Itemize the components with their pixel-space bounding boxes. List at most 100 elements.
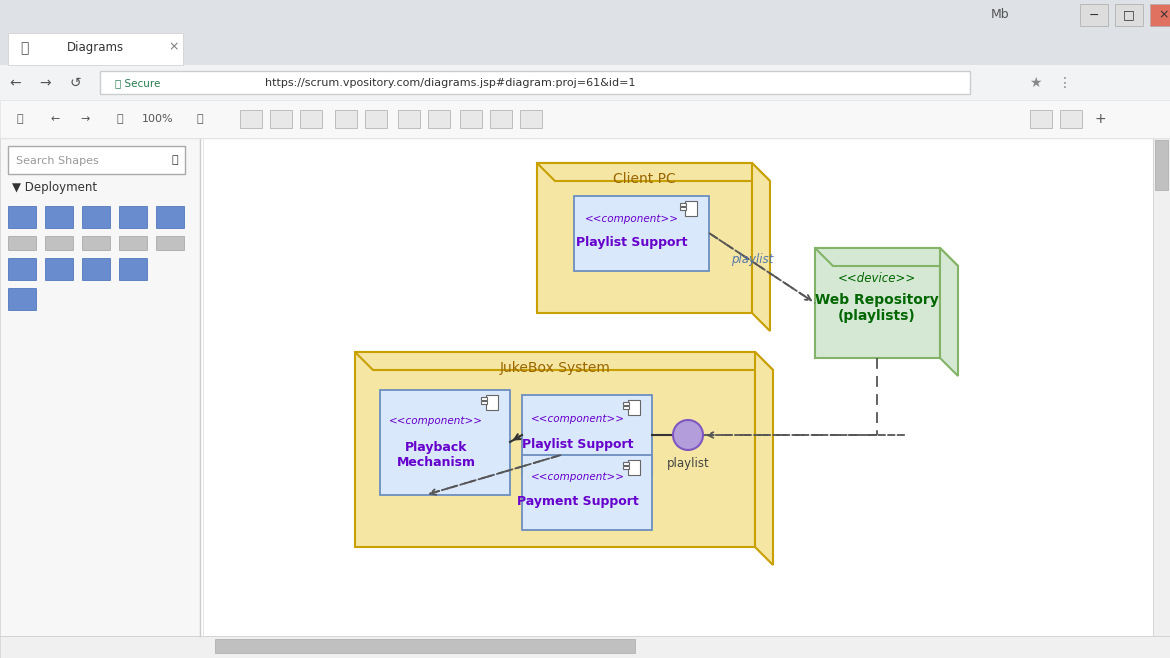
Text: 🔒 Secure: 🔒 Secure	[115, 78, 160, 88]
Bar	[522, 395, 652, 475]
Bar	[380, 390, 510, 495]
Text: 100%: 100%	[143, 114, 174, 124]
Polygon shape	[537, 163, 770, 181]
Bar	[0, 30, 1170, 65]
Polygon shape	[755, 352, 773, 565]
Text: playlist: playlist	[667, 457, 709, 470]
Bar	[156, 236, 184, 250]
Bar	[684, 201, 697, 216]
Bar	[460, 110, 482, 128]
Bar	[119, 258, 147, 280]
Bar	[44, 236, 73, 250]
Text: ▼ Deployment: ▼ Deployment	[12, 182, 97, 195]
Bar	[270, 110, 292, 128]
Bar	[1150, 4, 1170, 26]
Text: Web Repository
(playlists): Web Repository (playlists)	[815, 293, 938, 323]
Bar	[628, 400, 640, 415]
Text: <<component>>: <<component>>	[531, 472, 625, 482]
Bar	[1080, 4, 1108, 26]
Bar	[519, 110, 542, 128]
Text: Payment Support: Payment Support	[517, 495, 639, 508]
Text: −: −	[1089, 9, 1100, 22]
Circle shape	[673, 420, 703, 450]
Bar	[486, 395, 498, 410]
Bar	[365, 110, 387, 128]
Bar	[398, 110, 420, 128]
Text: ×: ×	[1158, 9, 1169, 22]
Bar	[537, 163, 752, 313]
Bar	[522, 455, 652, 530]
Bar	[481, 397, 487, 400]
Text: <<component>>: <<component>>	[585, 213, 679, 224]
Text: ⋮: ⋮	[1058, 76, 1072, 90]
Text: Playlist Support: Playlist Support	[522, 438, 634, 451]
Bar	[574, 196, 709, 271]
Bar	[119, 206, 147, 228]
Bar	[428, 110, 450, 128]
Bar	[622, 466, 629, 469]
Bar	[44, 206, 73, 228]
Bar	[8, 33, 183, 65]
Text: ↺: ↺	[69, 76, 81, 90]
Bar	[8, 288, 36, 310]
Bar	[335, 110, 357, 128]
Bar	[0, 65, 1170, 100]
Bar	[204, 138, 1152, 636]
Bar	[1060, 110, 1082, 128]
Text: ×: ×	[168, 41, 179, 53]
Bar	[300, 110, 322, 128]
Bar	[8, 146, 185, 174]
Text: +: +	[1094, 112, 1106, 126]
Text: Client PC: Client PC	[613, 172, 675, 186]
Text: ←: ←	[50, 114, 60, 124]
Text: 🔍: 🔍	[197, 114, 204, 124]
Polygon shape	[752, 163, 770, 331]
Bar	[119, 236, 147, 250]
Text: Search Shapes: Search Shapes	[16, 156, 98, 166]
Bar	[0, 100, 1170, 138]
Text: 💾: 💾	[16, 114, 23, 124]
Bar	[1152, 138, 1170, 636]
Bar	[82, 236, 110, 250]
Text: Diagrams: Diagrams	[67, 41, 124, 55]
Bar	[815, 248, 940, 358]
Bar	[680, 203, 686, 206]
Bar	[481, 401, 487, 404]
Text: →: →	[39, 76, 50, 90]
Text: <<device>>: <<device>>	[838, 272, 916, 284]
Text: playlist: playlist	[731, 253, 773, 266]
Text: →: →	[81, 114, 90, 124]
Text: Playback
Mechanism: Playback Mechanism	[397, 441, 475, 469]
Text: JukeBox System: JukeBox System	[500, 361, 611, 375]
Text: 🔍: 🔍	[117, 114, 123, 124]
Bar	[8, 258, 36, 280]
Text: Mb: Mb	[991, 9, 1010, 22]
Text: □: □	[1123, 9, 1135, 22]
Bar	[99, 71, 970, 94]
Bar	[82, 206, 110, 228]
Bar	[8, 236, 36, 250]
Bar	[0, 0, 1170, 30]
Polygon shape	[355, 352, 773, 370]
Text: Playlist Support: Playlist Support	[577, 236, 688, 249]
Text: https://scrum.vpository.com/diagrams.jsp#diagram:proj=61&id=1: https://scrum.vpository.com/diagrams.jsp…	[264, 78, 635, 88]
Bar	[1030, 110, 1052, 128]
Bar	[628, 460, 640, 475]
Bar	[0, 636, 1170, 658]
Bar	[8, 206, 36, 228]
Polygon shape	[815, 248, 958, 266]
Text: 🌐: 🌐	[20, 41, 28, 55]
Bar	[490, 110, 512, 128]
Polygon shape	[940, 248, 958, 376]
Bar	[622, 406, 629, 409]
Bar	[1155, 140, 1168, 190]
Text: ←: ←	[9, 76, 21, 90]
Bar	[0, 138, 200, 636]
Bar	[156, 206, 184, 228]
Bar	[622, 462, 629, 465]
Bar	[680, 207, 686, 210]
Text: 🔍: 🔍	[172, 155, 178, 165]
Text: ★: ★	[1028, 76, 1041, 90]
Bar	[240, 110, 262, 128]
Bar	[355, 352, 755, 547]
